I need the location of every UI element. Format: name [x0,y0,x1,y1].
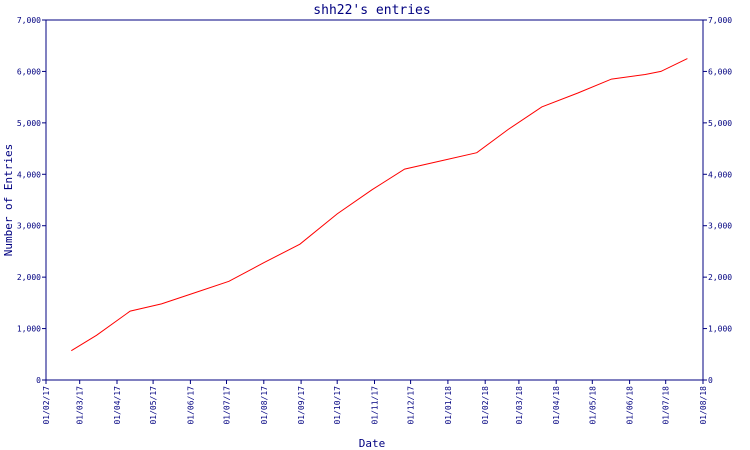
y-axis-right: 0 1,000 2,000 3,000 4,000 5,000 6,000 7,000 [703,16,732,385]
series-line [71,58,688,352]
y-tick-label-right: 3,000 [708,222,732,231]
x-tick-label: 01/04/17 [113,386,122,425]
x-tick-label: 01/02/17 [42,386,51,425]
y-tick-label-right: 0 [708,376,713,385]
x-tick-label: 01/09/17 [297,386,306,425]
x-tick-label: 01/06/18 [626,386,635,425]
y-tick-label-left: 4,000 [17,170,41,179]
y-tick-label-left: 7,000 [17,16,41,25]
y-tick-label-right: 5,000 [708,119,732,128]
y-tick-label-right: 6,000 [708,67,732,76]
x-tick-label: 01/03/17 [76,386,85,425]
y-tick-label-left: 2,000 [17,273,41,282]
x-tick-label: 01/05/17 [149,386,158,425]
y-tick-label-left: 3,000 [17,222,41,231]
plot-frame [45,19,704,381]
x-tick-label: 01/08/17 [260,386,269,425]
y-tick-label-right: 2,000 [708,273,732,282]
x-tick-label: 01/10/17 [333,386,342,425]
y-tick-label-left: 5,000 [17,119,41,128]
y-axis-left: 0 1,000 2,000 3,000 4,000 5,000 6,000 7,000 [17,16,46,385]
x-tick-label: 01/06/17 [186,386,195,425]
y-tick-label-right: 1,000 [708,325,732,334]
x-tick-label: 01/03/18 [515,386,524,425]
x-tick-label: 01/11/17 [371,386,380,425]
y-tick-label-right: 7,000 [708,16,732,25]
x-tick-label: 01/02/18 [481,386,490,425]
y-axis-label: Number of Entries [2,144,15,257]
x-tick-label: 01/07/18 [662,386,671,425]
y-tick-label-left: 1,000 [17,325,41,334]
x-tick-label: 01/01/18 [444,386,453,425]
x-axis-label: Date [359,437,386,450]
x-tick-label: 01/07/17 [222,386,231,425]
chart-title: shh22's entries [313,3,430,18]
x-tick-label: 01/08/18 [699,386,708,425]
y-tick-label-left: 6,000 [17,67,41,76]
x-axis: 01/02/17 01/03/17 01/04/17 01/05/17 01/06/17… [42,380,708,425]
y-tick-label-left: 0 [36,376,41,385]
y-tick-label-right: 4,000 [708,170,732,179]
series-layer [71,58,688,352]
x-tick-label: 01/04/18 [552,386,561,425]
x-tick-label: 01/12/17 [407,386,416,425]
x-tick-label: 01/05/18 [588,386,597,425]
plot-border [45,19,704,381]
